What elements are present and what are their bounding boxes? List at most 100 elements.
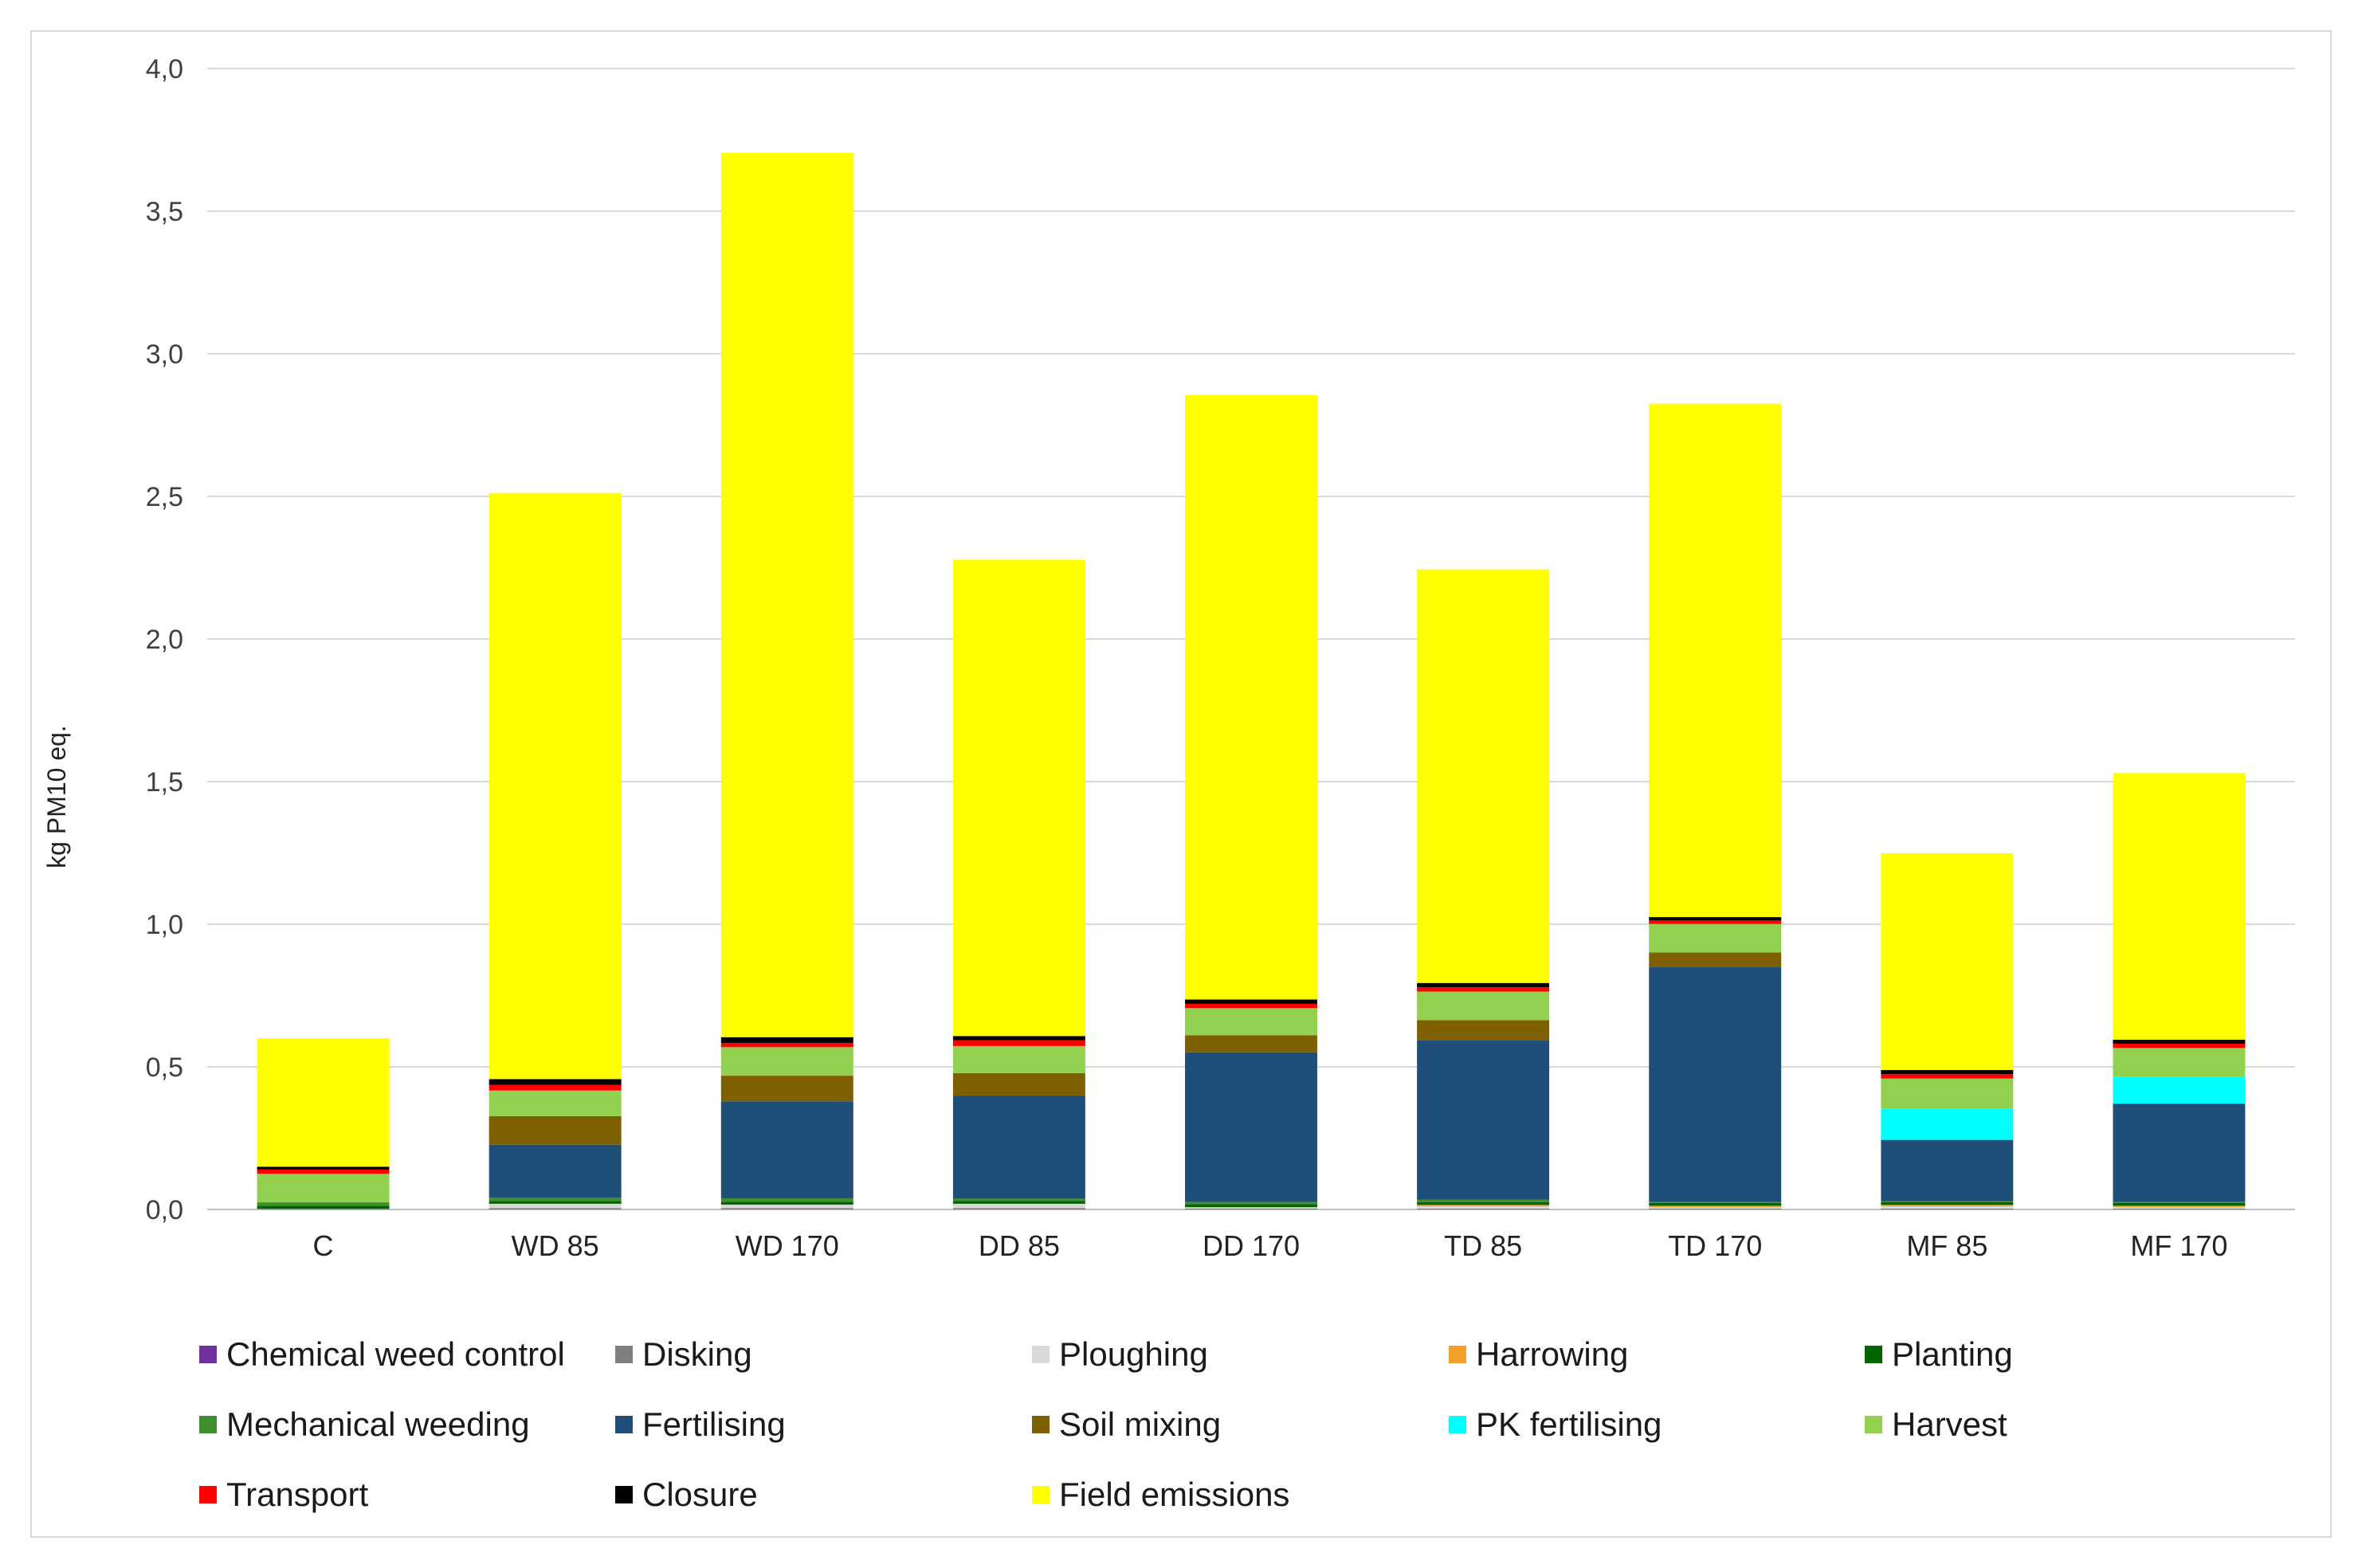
y-tick-label: 2,5 (146, 482, 183, 512)
bar-segment-dd-170-transport (1185, 1003, 1317, 1009)
bar-segment-td-170-transport (1649, 920, 1782, 924)
y-tick-label: 3,0 (146, 339, 183, 370)
bar-segment-td-85-fertilising (1417, 1040, 1550, 1200)
bar-segment-wd-85-closure (488, 1079, 622, 1085)
bar-stack-wd-170 (720, 152, 853, 1209)
x-category-label: MF 170 (2130, 1229, 2227, 1262)
x-category-label: TD 85 (1444, 1229, 1522, 1262)
bar-segment-wd-85-planting (488, 1201, 622, 1204)
bar-segment-mf-170-planting (2113, 1202, 2246, 1206)
bar-segment-wd-170-mechanical-weeding (720, 1198, 853, 1202)
bar-segment-wd-170-fertilising (720, 1101, 853, 1199)
legend-swatch (1032, 1416, 1050, 1433)
bar-segment-dd-85-ploughing (952, 1203, 1085, 1209)
legend-label: Fertilising (642, 1405, 786, 1443)
legend-swatch (1032, 1486, 1050, 1503)
y-axis-title: kg PM10 eq. (42, 725, 71, 868)
legend-item-pk-fertilising: PK fertilising (1449, 1401, 1662, 1448)
legend-swatch (1865, 1416, 1882, 1433)
legend-label: Planting (1892, 1335, 2013, 1373)
bar-segment-mf-170-pk-fertilising (2113, 1076, 2246, 1104)
y-tick-label: 3,5 (146, 197, 183, 227)
bar-stack-mf-170 (2113, 773, 2246, 1209)
bar-segment-mf-85-closure (1881, 1069, 2014, 1075)
bar-segment-td-170-soil-mixing (1649, 952, 1782, 967)
bar-segment-mf-170-harvest (2113, 1048, 2246, 1077)
bar-segment-wd-85-disking (488, 1208, 622, 1209)
x-category-label: WD 85 (512, 1229, 599, 1262)
y-tick-label: 2,0 (146, 625, 183, 655)
bar-segment-mf-85-pk-fertilising (1881, 1108, 2014, 1140)
bar-segment-wd-170-planting (720, 1201, 853, 1205)
legend-swatch (199, 1346, 217, 1363)
legend-label: PK fertilising (1476, 1405, 1662, 1443)
bar-segment-mf-170-ploughing (2113, 1207, 2246, 1209)
bar-segment-dd-170-harvest (1185, 1008, 1317, 1036)
legend-swatch (615, 1346, 633, 1363)
x-category-label: C (313, 1229, 334, 1262)
bar-segment-mf-85-field-emissions (1881, 853, 2014, 1070)
legend-item-harrowing: Harrowing (1449, 1331, 1628, 1378)
bars (257, 152, 2246, 1209)
x-axis-categories: C WD 85 WD 170 DD 85 DD 170 TD 85 TD 170 MF 85 M… (313, 1229, 2228, 1262)
bar-segment-mf-85-fertilising (1881, 1139, 2014, 1201)
legend-label: Field emissions (1059, 1476, 1290, 1513)
bar-segment-mf-85-harvest (1881, 1078, 2014, 1109)
legend-label: Harrowing (1476, 1335, 1629, 1373)
bar-segment-mf-85-ploughing (1881, 1206, 2014, 1209)
bar-segment-dd-170-planting (1185, 1204, 1317, 1208)
legend-swatch (1865, 1346, 1882, 1363)
bar-segment-wd-170-ploughing (720, 1204, 853, 1209)
y-tick-label: 0,0 (146, 1195, 183, 1225)
bar-segment-wd-170-field-emissions (720, 152, 853, 1037)
bar-segment-wd-170-harvest (720, 1047, 853, 1076)
bar-segment-wd-85-harvest (488, 1090, 622, 1116)
bar-segment-mf-170-harrowing (2113, 1205, 2246, 1208)
bar-segment-dd-85-disking (952, 1208, 1085, 1209)
bar-segment-dd-170-fertilising (1185, 1052, 1317, 1202)
bar-stack-dd-85 (952, 559, 1085, 1209)
legend-label: Harvest (1892, 1405, 2007, 1443)
bar-segment-td-170-harvest (1649, 923, 1782, 953)
legend-item-planting: Planting (1865, 1331, 2013, 1378)
bar-segment-dd-85-soil-mixing (952, 1072, 1085, 1096)
bar-segment-dd-85-fertilising (952, 1096, 1085, 1199)
legend-item-ploughing: Ploughing (1032, 1331, 1208, 1378)
legend-label: Chemical weed control (226, 1335, 565, 1373)
y-tick-label: 1,5 (146, 767, 183, 798)
legend-swatch (1449, 1416, 1466, 1433)
bar-segment-td-170-planting (1649, 1202, 1782, 1206)
bar-segment-wd-85-transport (488, 1084, 622, 1091)
bar-segment-wd-85-mechanical-weeding (488, 1197, 622, 1201)
legend-swatch (1449, 1346, 1466, 1363)
bar-segment-dd-170-field-emissions (1185, 394, 1317, 1000)
bar-segment-c-transport (257, 1169, 390, 1174)
bar-segment-mf-170-mechanical-weeding (2113, 1201, 2246, 1203)
bar-segment-dd-85-mechanical-weeding (952, 1198, 1085, 1201)
bar-segment-td-85-soil-mixing (1417, 1020, 1550, 1041)
y-tick-label: 4,0 (146, 54, 183, 84)
bar-segment-c-closure (257, 1166, 390, 1170)
x-category-label: MF 85 (1906, 1229, 1987, 1262)
legend-label: Disking (642, 1335, 752, 1373)
legend-item-mechanical-weeding: Mechanical weeding (199, 1401, 530, 1448)
legend: Chemical weed control Disking Ploughing Har… (199, 1331, 2311, 1538)
bar-stack-c (257, 1038, 390, 1209)
bar-segment-wd-85-ploughing (488, 1203, 622, 1209)
y-axis-ticks: 0,0 0,5 1,0 1,5 2,0 2,5 3,0 3,5 4,0 (146, 54, 183, 1225)
legend-label: Ploughing (1059, 1335, 1208, 1373)
x-category-label: DD 85 (979, 1229, 1060, 1262)
bar-segment-wd-85-fertilising (488, 1144, 622, 1198)
bar-segment-c-harvest (257, 1174, 390, 1203)
bar-segment-dd-170-closure (1185, 999, 1317, 1004)
bar-segment-c-mechanical-weeding (257, 1202, 390, 1206)
bar-segment-td-85-field-emissions (1417, 569, 1550, 983)
legend-item-field-emissions: Field emissions (1032, 1471, 1289, 1519)
bar-segment-mf-170-transport (2113, 1044, 2246, 1049)
bar-stack-mf-85 (1881, 853, 2014, 1209)
bar-segment-td-170-closure (1649, 917, 1782, 921)
legend-item-disking: Disking (615, 1331, 752, 1378)
bar-segment-dd-170-ploughing (1185, 1207, 1317, 1209)
bar-segment-wd-85-soil-mixing (488, 1115, 622, 1145)
